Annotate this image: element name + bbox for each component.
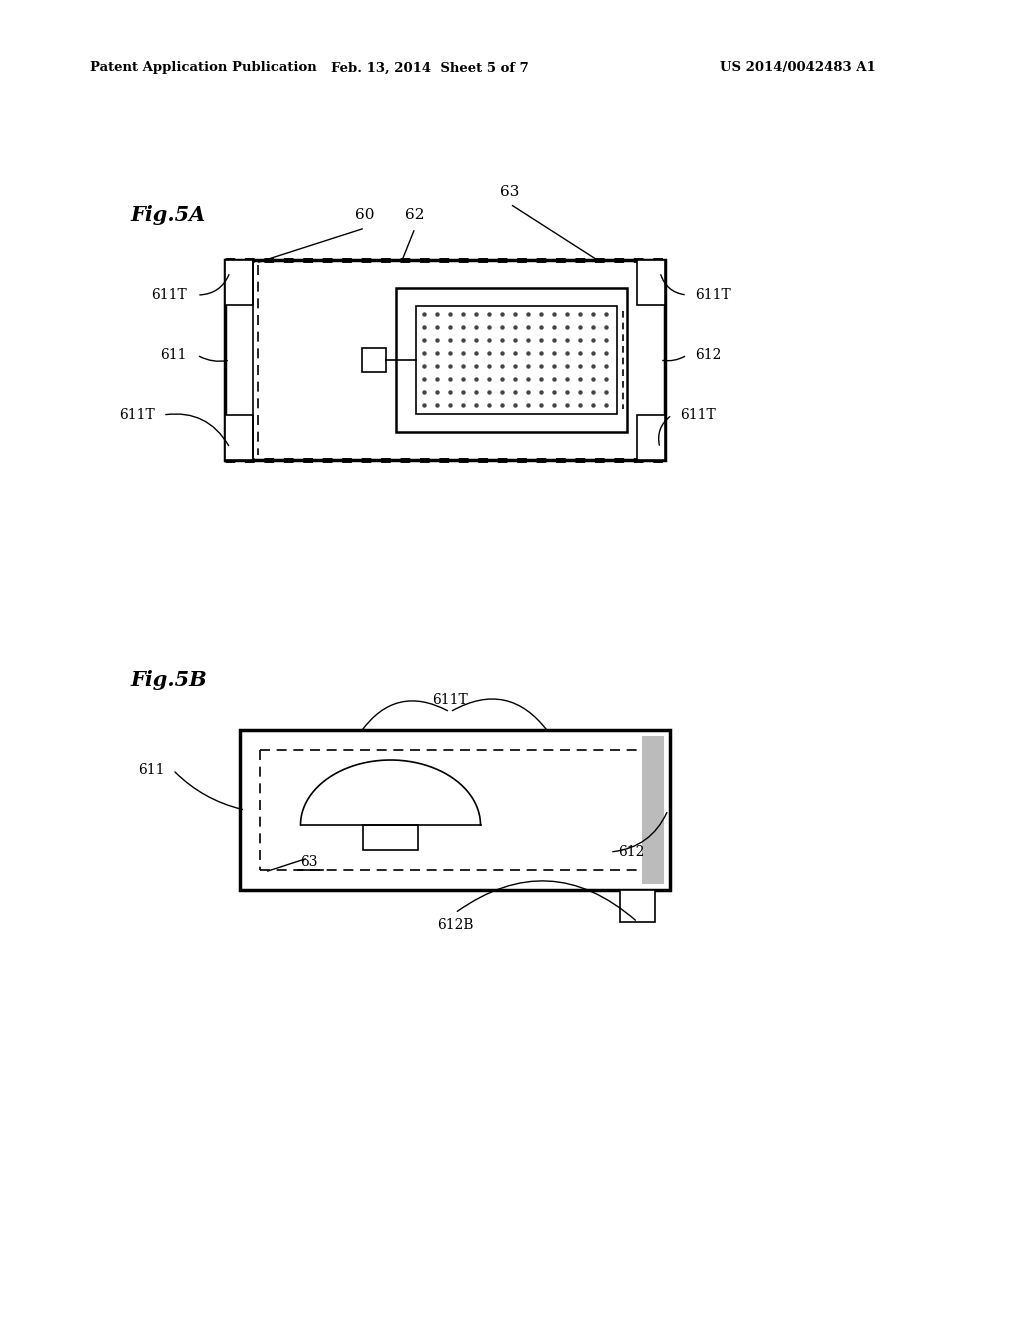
Text: US 2014/0042483 A1: US 2014/0042483 A1 <box>720 62 876 74</box>
Text: Fig.5A: Fig.5A <box>130 205 206 224</box>
Text: 611T: 611T <box>152 288 187 302</box>
Bar <box>416 306 617 414</box>
Text: 611: 611 <box>138 763 165 777</box>
Bar <box>396 288 627 432</box>
Bar <box>225 260 665 459</box>
Text: Fig.5B: Fig.5B <box>130 671 207 690</box>
Text: 611T: 611T <box>680 408 716 422</box>
Text: 60: 60 <box>355 209 375 222</box>
Text: 63: 63 <box>300 855 317 869</box>
Text: 611T: 611T <box>119 408 155 422</box>
Bar <box>637 414 665 459</box>
Bar <box>225 260 253 305</box>
Bar <box>637 260 665 305</box>
Text: Patent Application Publication: Patent Application Publication <box>90 62 316 74</box>
Text: 612B: 612B <box>437 917 473 932</box>
Text: 611T: 611T <box>432 693 468 708</box>
Bar <box>240 730 670 890</box>
Bar <box>642 737 664 884</box>
Bar <box>620 890 655 921</box>
Text: Feb. 13, 2014  Sheet 5 of 7: Feb. 13, 2014 Sheet 5 of 7 <box>331 62 528 74</box>
Bar <box>362 348 386 372</box>
Text: 611: 611 <box>161 348 187 362</box>
Text: 612: 612 <box>695 348 721 362</box>
Text: 63: 63 <box>501 185 520 199</box>
Bar <box>362 825 418 850</box>
Text: 612: 612 <box>618 845 644 859</box>
Text: 62: 62 <box>406 209 425 222</box>
Bar <box>225 414 253 459</box>
Text: 611T: 611T <box>695 288 731 302</box>
